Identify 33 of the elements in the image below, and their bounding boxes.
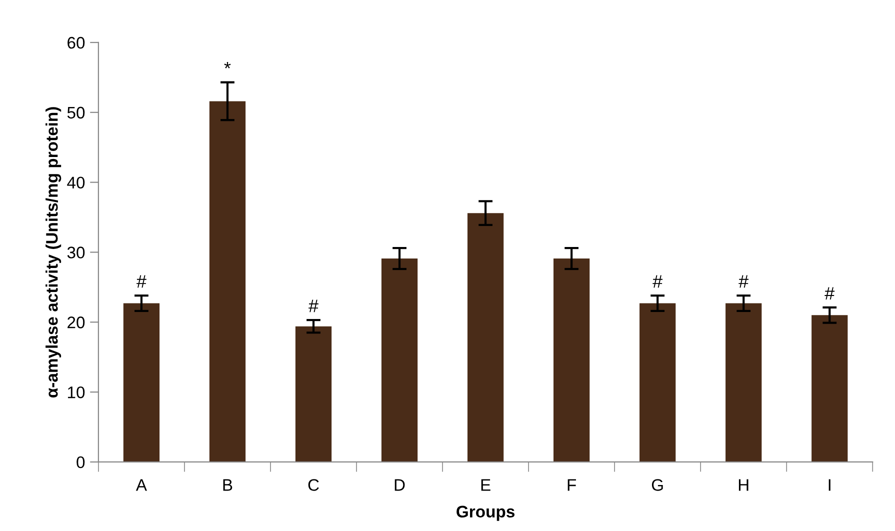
- bar: [209, 101, 246, 462]
- y-tick-label: 40: [67, 176, 85, 189]
- annotation: *: [224, 62, 231, 68]
- x-tick-label: B: [223, 479, 232, 491]
- bar: [381, 258, 418, 462]
- y-tick-label: 0: [76, 456, 85, 468]
- y-tick-label: 30: [67, 246, 85, 258]
- bar: [467, 213, 504, 462]
- annotation: #: [308, 300, 318, 312]
- y-tick-label: 60: [68, 36, 85, 49]
- y-axis-title: α-amylase activity (Units/mg protein): [46, 107, 62, 398]
- x-tick-label: I: [828, 479, 830, 491]
- bar: [553, 258, 590, 462]
- x-tick-label: G: [652, 479, 663, 491]
- annotation: #: [824, 287, 835, 300]
- x-tick-label: E: [481, 479, 490, 491]
- x-tick-label: C: [308, 479, 319, 491]
- x-tick-label: F: [568, 479, 576, 491]
- annotation: #: [136, 275, 146, 288]
- annotation: #: [652, 275, 663, 288]
- bar: [640, 303, 676, 462]
- x-tick-label: H: [738, 479, 748, 491]
- y-tick-label: 10: [68, 386, 85, 398]
- x-axis-title: Groups: [456, 506, 514, 521]
- bar: [726, 303, 762, 462]
- x-tick-label: A: [136, 479, 147, 491]
- x-tick-label: D: [394, 479, 405, 491]
- bar: [812, 315, 848, 462]
- bar: [295, 326, 332, 462]
- bar: [123, 303, 160, 462]
- y-tick-label: 20: [68, 316, 85, 328]
- y-tick-label: 50: [67, 106, 85, 119]
- annotation: #: [738, 275, 749, 288]
